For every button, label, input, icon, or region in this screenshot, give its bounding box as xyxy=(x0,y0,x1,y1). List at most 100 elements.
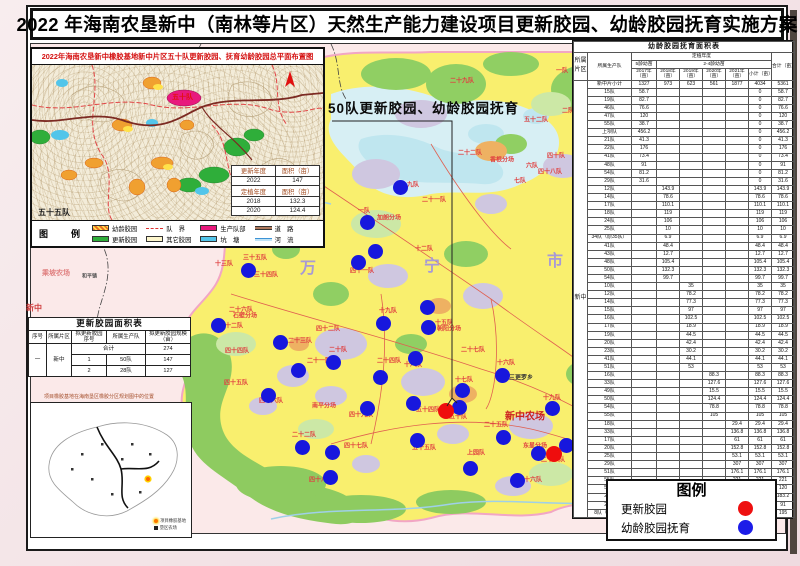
table-cell xyxy=(725,225,749,235)
table-cell: 2018 xyxy=(231,196,276,207)
legend-item: 道 路 xyxy=(254,224,293,233)
table-cell: 127.6 xyxy=(702,379,726,389)
table-cell xyxy=(702,265,726,275)
table-cell: 17队 xyxy=(587,435,632,445)
table-cell xyxy=(656,362,680,373)
table-cell xyxy=(725,168,749,178)
table-cell xyxy=(725,371,749,381)
table-cell xyxy=(725,144,749,154)
table-row: 16队 102.5 102.5 102.5 xyxy=(574,314,796,324)
table-cell: 91 xyxy=(770,160,796,170)
table-cell: 54队 xyxy=(587,403,632,413)
table-row: 17队 18.9 18.9 18.9 xyxy=(574,322,796,332)
table-cell xyxy=(656,338,680,348)
table-cell xyxy=(631,338,657,348)
table-cell: 12.7 xyxy=(656,249,680,259)
table-cell xyxy=(631,184,657,195)
table-cell xyxy=(725,290,749,300)
table-cell: 132.3 xyxy=(748,265,772,275)
table-cell xyxy=(725,395,749,405)
map-label: 四十二队 xyxy=(316,326,341,333)
table-cell xyxy=(679,95,703,106)
blue-dot xyxy=(738,520,753,535)
table-cell xyxy=(631,435,657,445)
table-cell xyxy=(725,241,749,251)
table-cell: 17队 xyxy=(587,201,632,211)
column-header: 小计（亩） xyxy=(748,68,772,81)
table-cell: 0 xyxy=(748,95,772,106)
table-cell xyxy=(725,217,749,227)
table-cell xyxy=(679,233,703,243)
table-cell xyxy=(631,265,657,275)
table-cell: 102.5 xyxy=(748,314,772,324)
table-cell: 132.3 xyxy=(770,265,796,275)
map-label: 七队 xyxy=(514,178,527,185)
map-label: 四十八队 xyxy=(538,169,563,176)
legend-item-label: 其它胶园 xyxy=(166,236,192,244)
table-cell xyxy=(656,306,680,316)
table-cell: 78.2 xyxy=(770,290,796,300)
renewal-plantation-dot xyxy=(438,403,454,419)
table-cell: 4034 xyxy=(748,79,772,89)
young-plantation-dot xyxy=(324,444,340,460)
table-cell xyxy=(702,168,726,178)
table-cell: 147 xyxy=(145,354,191,367)
table-cell: 48.4 xyxy=(770,241,796,251)
column-header: 定植年度 xyxy=(631,51,772,62)
table-cell xyxy=(702,225,726,235)
table-cell: 456.2 xyxy=(631,128,657,138)
table-row: 50队 132.3 132.3 132.3 xyxy=(574,265,796,275)
table-cell xyxy=(656,419,680,429)
table-cell xyxy=(702,290,726,300)
table-cell xyxy=(725,411,749,421)
column-header: 5龄幼苗 xyxy=(631,60,657,70)
column-header: 2018年（亩） xyxy=(656,68,680,81)
table-cell xyxy=(725,362,749,373)
young-plantation-dot xyxy=(495,429,511,445)
table-cell: 10队 xyxy=(587,282,632,292)
table-cell: 127 xyxy=(145,365,191,378)
map-label: 二十队 xyxy=(329,347,348,354)
table-cell xyxy=(631,257,657,267)
table-cell xyxy=(679,427,703,437)
legend-item: 更新胶园 xyxy=(92,235,137,244)
table-cell xyxy=(679,435,703,445)
young-plantation-dot xyxy=(294,439,310,455)
table-cell: 0 xyxy=(748,176,772,186)
young-plantation-dot xyxy=(420,319,436,335)
legend-item-label: 坑 塘 xyxy=(220,236,240,244)
map-label: 五十队 xyxy=(449,414,468,421)
table-row: 51队 53 53 53 xyxy=(574,362,796,373)
table-cell: 33队 xyxy=(587,379,632,389)
table-cell: 73.4 xyxy=(631,152,657,162)
inset-title: 2022年海南农垦新中橡胶基地新中片区五十队更新胶园、抚育幼龄胶园总平面布置图 xyxy=(32,49,323,65)
table-cell: 47队 xyxy=(587,112,632,122)
column-header: 序号 xyxy=(28,329,47,345)
table-cell: 面积（亩） xyxy=(275,185,320,197)
table-cell: 30.2 xyxy=(679,346,703,356)
table-cell: 152.8 xyxy=(725,443,749,454)
table-cell: 12.7 xyxy=(770,249,796,259)
legend-item: 幼龄胶园 xyxy=(92,224,137,233)
map-annotation: 50队更新胶园、幼龄胶园抚育 xyxy=(328,101,520,116)
table-cell: 0 xyxy=(748,160,772,170)
table-cell xyxy=(656,452,680,462)
table-cell: 136.8 xyxy=(748,427,772,437)
table-row: 12队 143.9 143.9 143.9 xyxy=(574,184,796,195)
table-row: 17队 110.1 110.1 110.1 xyxy=(574,201,796,211)
table-cell xyxy=(725,193,749,203)
table-cell: 124.4 xyxy=(748,395,772,405)
hainan-legend: 项目橡胶基地 垦区农场 xyxy=(154,517,186,531)
table-cell xyxy=(679,468,703,478)
table-cell: 99.7 xyxy=(748,273,772,284)
table-cell: 78.6 xyxy=(748,193,772,203)
table-cell: 49队 xyxy=(587,387,632,397)
table-cell xyxy=(702,468,726,478)
table-cell xyxy=(679,120,703,130)
table-cell: 124.4 xyxy=(275,205,320,216)
table-cell xyxy=(656,411,680,421)
table-cell xyxy=(725,330,749,340)
table-cell xyxy=(725,379,749,389)
map-label: 四十五队 xyxy=(224,380,249,387)
table-cell xyxy=(631,241,657,251)
